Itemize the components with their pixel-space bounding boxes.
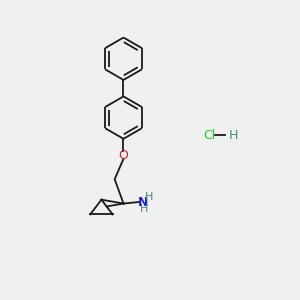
- Text: Cl: Cl: [203, 129, 215, 142]
- Text: H: H: [145, 192, 153, 202]
- Text: N: N: [137, 196, 148, 208]
- Text: H: H: [229, 129, 238, 142]
- Text: H: H: [140, 204, 148, 214]
- Text: O: O: [118, 148, 128, 161]
